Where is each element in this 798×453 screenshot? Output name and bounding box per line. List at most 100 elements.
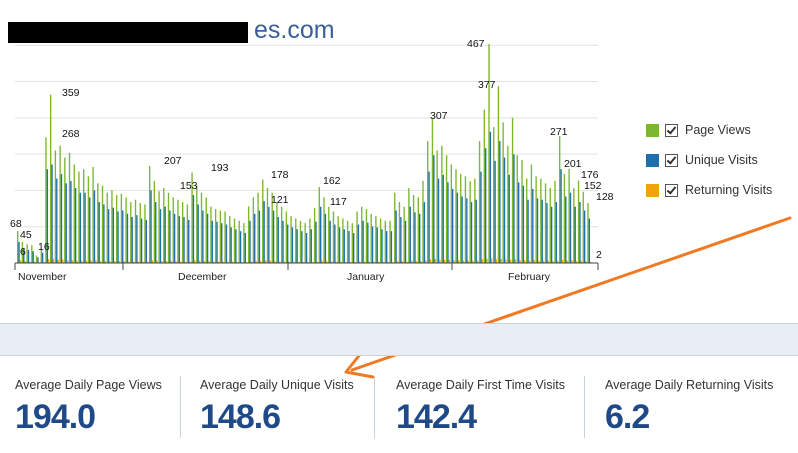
bar-page-views	[379, 218, 382, 263]
bar-page-views	[431, 119, 434, 263]
bar-page-views	[346, 220, 349, 263]
bar-returning-visits	[33, 261, 36, 263]
bar-unique-visits	[508, 174, 510, 263]
stat-value: 194.0	[15, 398, 96, 436]
checkbox-icon[interactable]	[665, 183, 678, 197]
bar-page-views	[493, 127, 495, 263]
data-label: 201	[564, 158, 582, 170]
bar-unique-visits	[126, 213, 129, 263]
bar-page-views	[111, 190, 113, 263]
bar-unique-visits	[103, 204, 105, 263]
bar-page-views	[502, 122, 504, 263]
bar-unique-visits	[37, 257, 39, 263]
bar-unique-visits	[159, 209, 162, 263]
bar-page-views	[507, 145, 509, 263]
legend-swatch-page-views	[646, 123, 659, 137]
bar-unique-visits	[51, 164, 53, 263]
bar-returning-visits	[29, 261, 31, 263]
bar-returning-visits	[151, 260, 154, 263]
data-label: 176	[581, 169, 599, 181]
bar-unique-visits	[98, 202, 100, 263]
bar-page-views	[577, 180, 580, 263]
x-tick-label: November	[18, 271, 67, 283]
bar-unique-visits	[588, 218, 591, 263]
bar-page-views	[229, 216, 231, 263]
bar-page-views	[177, 199, 179, 263]
bar-unique-visits	[583, 210, 586, 263]
bar-page-views	[144, 204, 146, 263]
bar-unique-visits	[239, 231, 242, 263]
stat-returning-visits: Average Daily Returning Visits 6.2	[605, 378, 773, 437]
data-label: 467	[467, 38, 485, 50]
bar-returning-visits	[264, 260, 267, 263]
bar-unique-visits	[532, 188, 534, 263]
bar-unique-visits	[555, 202, 558, 263]
bar-unique-visits	[93, 190, 96, 263]
bar-unique-visits	[414, 212, 416, 263]
legend-item-unique-visits[interactable]: Unique Visits	[646, 145, 772, 175]
data-label: 268	[62, 128, 80, 140]
legend-item-returning-visits[interactable]: Returning Visits	[646, 175, 772, 205]
bar-returning-visits	[217, 261, 220, 263]
bar-unique-visits	[23, 248, 25, 263]
bar-unique-visits	[536, 198, 539, 263]
bar-page-views	[483, 109, 485, 263]
bar-returning-visits	[415, 261, 418, 263]
bar-returning-visits	[467, 260, 469, 263]
stat-divider	[180, 376, 181, 438]
bar-unique-visits	[277, 217, 279, 263]
bar-unique-visits	[376, 227, 378, 263]
bar-unique-visits	[409, 206, 411, 263]
bar-page-views	[309, 218, 311, 263]
bar-page-views	[337, 216, 339, 263]
bar-returning-visits	[448, 259, 451, 263]
bar-returning-visits	[566, 260, 568, 263]
data-label: 193	[211, 162, 229, 174]
bar-page-views	[68, 152, 71, 263]
stat-label: Average Daily Returning Visits	[605, 378, 774, 392]
bar-unique-visits	[65, 183, 67, 263]
bar-unique-visits	[46, 169, 49, 263]
bar-page-views	[408, 188, 410, 263]
bar-returning-visits	[288, 261, 290, 263]
bar-page-views	[181, 202, 184, 263]
bar-returning-visits	[505, 259, 507, 263]
bar-unique-visits	[456, 192, 459, 263]
bar-unique-visits	[522, 185, 525, 263]
bar-page-views	[469, 180, 471, 263]
data-label: 45	[20, 229, 32, 241]
bar-unique-visits	[131, 217, 133, 263]
bar-page-views	[384, 220, 386, 263]
bar-returning-visits	[57, 259, 59, 263]
bar-returning-visits	[71, 260, 73, 263]
checkbox-icon[interactable]	[665, 153, 678, 167]
bar-unique-visits	[263, 201, 265, 263]
stat-value: 148.6	[200, 398, 281, 436]
bar-page-views	[167, 192, 170, 263]
bar-returning-visits	[552, 261, 554, 263]
bar-page-views	[191, 172, 193, 263]
bar-unique-visits	[192, 195, 195, 263]
bar-returning-visits	[585, 261, 587, 263]
bar-unique-visits	[348, 231, 350, 263]
bar-returning-visits	[274, 261, 276, 263]
bar-returning-visits	[439, 259, 441, 263]
bar-returning-visits	[293, 261, 295, 263]
checkbox-icon[interactable]	[665, 123, 678, 137]
bar-unique-visits	[235, 229, 237, 263]
bar-page-views	[35, 255, 38, 263]
bar-returning-visits	[533, 260, 535, 263]
bar-page-views	[361, 206, 363, 263]
bar-unique-visits	[287, 224, 289, 263]
bar-returning-visits	[410, 260, 413, 263]
bar-unique-visits	[499, 141, 501, 263]
bar-returning-visits	[363, 261, 366, 263]
bar-unique-visits	[244, 233, 246, 263]
bar-page-views	[73, 164, 75, 263]
bar-unique-visits	[357, 224, 360, 263]
bar-unique-visits	[206, 213, 209, 263]
bar-returning-visits	[231, 261, 234, 263]
legend-item-page-views[interactable]: Page Views	[646, 115, 772, 145]
bar-unique-visits	[503, 157, 506, 263]
bar-page-views	[82, 169, 85, 263]
